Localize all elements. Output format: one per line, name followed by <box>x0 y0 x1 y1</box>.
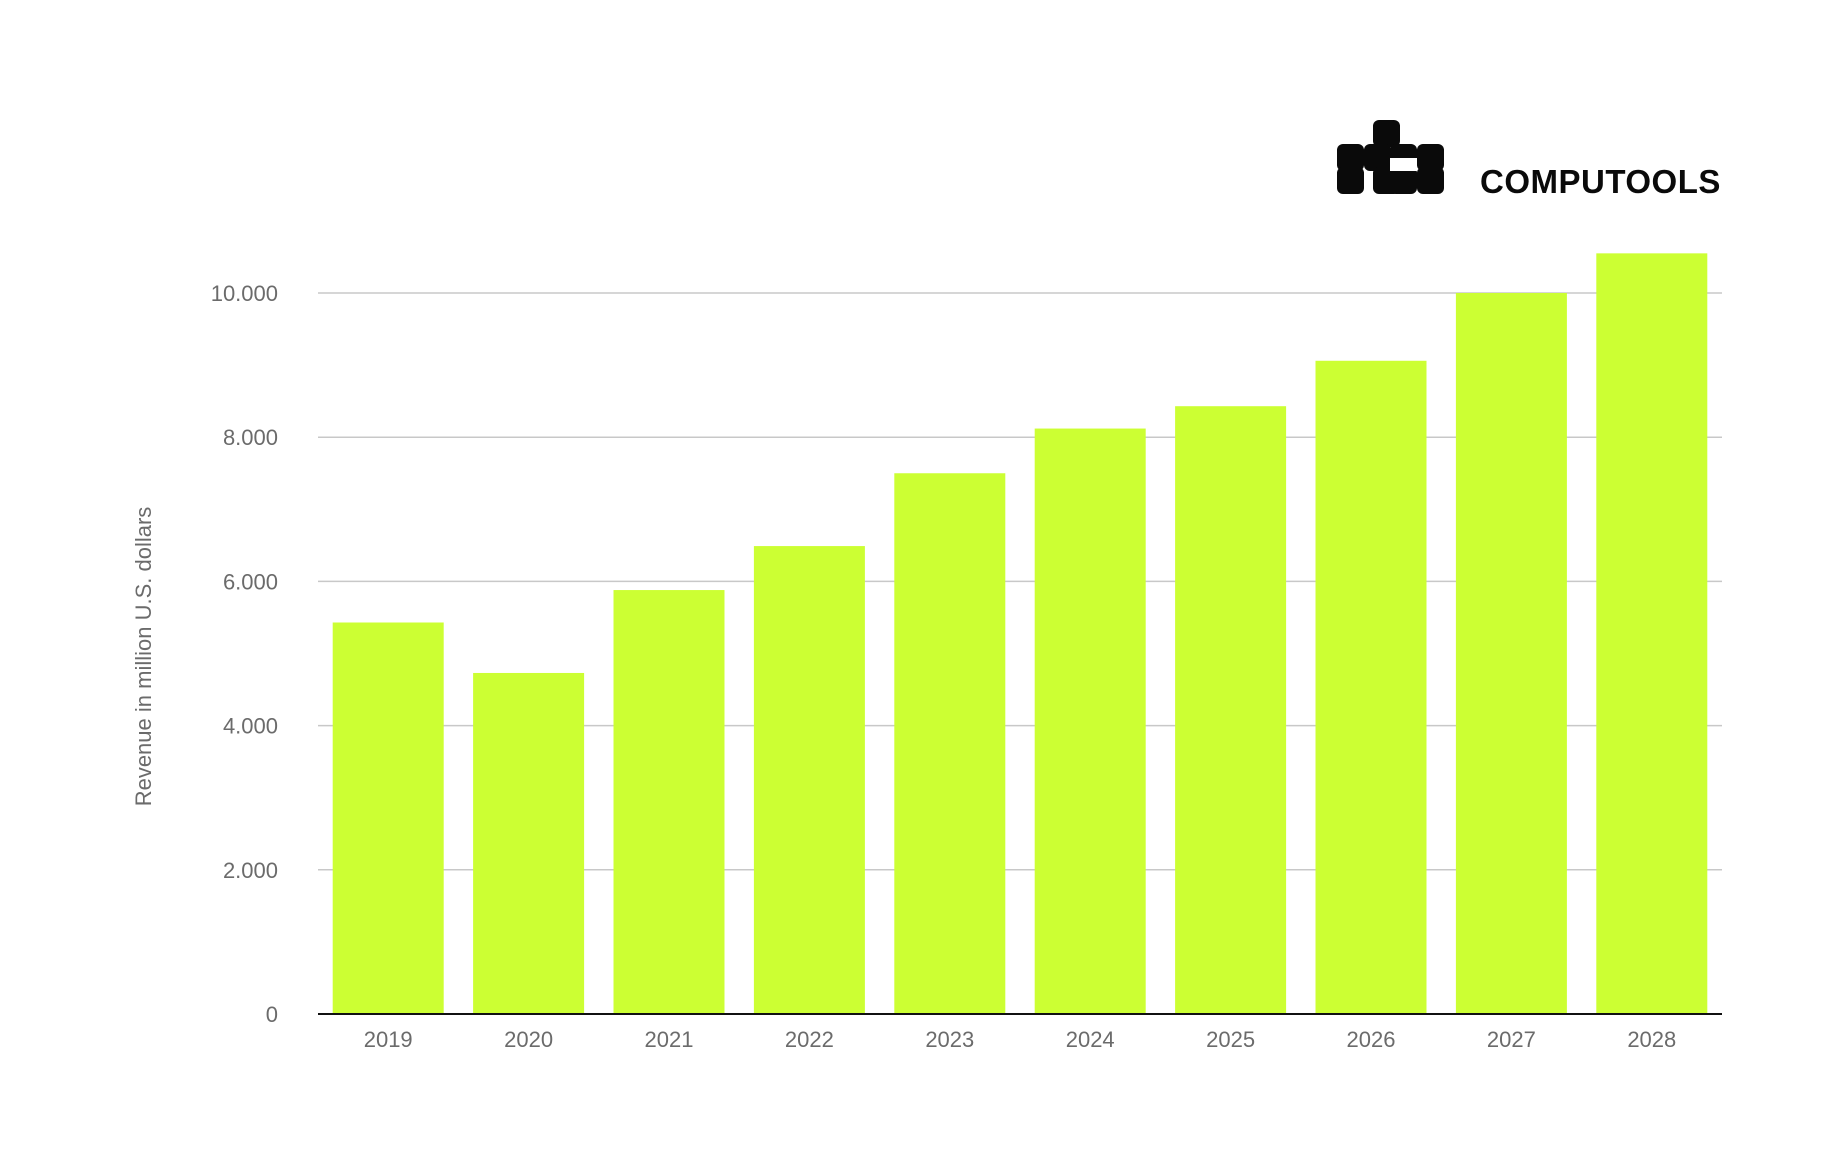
bar-2021 <box>613 590 725 1014</box>
bar-2024 <box>1034 428 1146 1015</box>
x-tick-label: 2027 <box>1487 1027 1536 1052</box>
y-tick-label: 2.000 <box>223 858 278 883</box>
x-tick-label: 2028 <box>1627 1027 1676 1052</box>
bar-2028 <box>1596 253 1708 1015</box>
x-tick-label: 2021 <box>645 1027 694 1052</box>
bar-2027 <box>1455 293 1567 1014</box>
computools-logo-icon <box>1337 120 1444 194</box>
y-tick-label: 0 <box>266 1002 278 1027</box>
y-tick-label: 4.000 <box>223 714 278 739</box>
y-tick-label: 6.000 <box>223 569 278 594</box>
bar-2023 <box>894 473 1006 1014</box>
y-tick-labels: 0 2.000 4.000 6.000 8.000 10.000 <box>211 281 278 1027</box>
bar-2019 <box>332 622 444 1014</box>
y-axis-title: Revenue in million U.S. dollars <box>131 507 156 807</box>
x-tick-label: 2022 <box>785 1027 834 1052</box>
x-tick-label: 2019 <box>364 1027 413 1052</box>
x-tick-label: 2026 <box>1347 1027 1396 1052</box>
bar-2020 <box>473 672 585 1014</box>
bar-2022 <box>753 546 865 1014</box>
bar-2026 <box>1315 360 1427 1014</box>
brand-name: COMPUTOOLS <box>1480 163 1721 200</box>
x-tick-label: 2024 <box>1066 1027 1115 1052</box>
bars <box>332 253 1708 1015</box>
brand-logo: COMPUTOOLS <box>1337 120 1721 200</box>
x-tick-label: 2025 <box>1206 1027 1255 1052</box>
x-tick-label: 2023 <box>925 1027 974 1052</box>
y-tick-label: 10.000 <box>211 281 278 306</box>
x-tick-labels: 2019 2020 2021 2022 2023 2024 2025 2026 2027 2028 <box>364 1027 1677 1052</box>
x-tick-label: 2020 <box>504 1027 553 1052</box>
bar-2025 <box>1175 406 1287 1014</box>
y-tick-label: 8.000 <box>223 425 278 450</box>
